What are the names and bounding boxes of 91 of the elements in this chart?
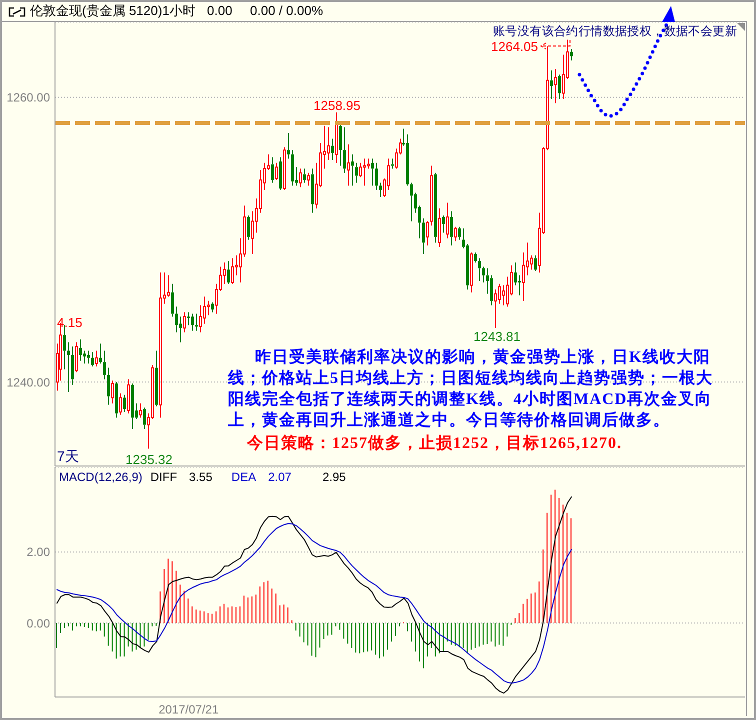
candlestick	[458, 226, 461, 240]
candlestick	[131, 382, 134, 430]
candlestick	[83, 350, 86, 364]
candlestick	[271, 156, 274, 184]
candlestick	[159, 272, 162, 418]
candlestick	[422, 218, 425, 254]
annotation: 今日策略：1257做多，止损1252，目标1265,1270.	[247, 435, 622, 452]
candlestick	[550, 70, 553, 100]
candlestick	[522, 252, 525, 302]
candlestick	[99, 343, 102, 364]
candlestick	[291, 150, 294, 186]
candlestick	[347, 144, 350, 186]
candlestick	[327, 126, 330, 161]
candlestick	[191, 313, 194, 332]
annotation: 昨日受美联储利率决议的影响，黄金强势上涨，日K线收大阳线；价格站上5日均线上方；日图短线均线向上趋势强势；一根大阳线完全包括了连续两天的调整K线。4小时图MACD再次金叉向上，黄金再回升上涨通道之中。今日等待价格回调后做多。	[228, 347, 714, 431]
candlestick	[127, 378, 130, 414]
candlestick	[494, 289, 497, 328]
candlestick	[143, 407, 146, 430]
candlestick	[430, 165, 433, 226]
candlestick	[554, 68, 557, 104]
candlestick	[123, 394, 126, 412]
text: DEA	[231, 470, 256, 484]
candlestick	[187, 312, 190, 326]
candlestick	[91, 352, 94, 367]
candlestick	[311, 168, 314, 214]
candlestick	[303, 168, 306, 184]
candlestick	[570, 48, 573, 61]
annotation: 2.07	[268, 470, 292, 484]
y-tick-label: 1260.00	[6, 90, 50, 105]
candlestick	[355, 162, 358, 184]
chart-title: MACD(12,26,9)	[59, 470, 142, 484]
candlestick	[115, 382, 118, 418]
candlestick	[179, 316, 182, 343]
candlestick	[111, 380, 114, 404]
candlestick	[406, 134, 409, 186]
candlestick	[379, 182, 382, 198]
candlestick	[79, 338, 82, 362]
candlestick	[343, 126, 346, 174]
annotation: 1264.05	[490, 39, 538, 54]
candlestick	[518, 274, 521, 296]
candlestick	[351, 154, 354, 186]
candlestick	[442, 215, 445, 234]
candlestick	[375, 162, 378, 190]
annotation: 7天	[57, 448, 79, 464]
candlestick	[279, 156, 282, 190]
candlestick	[67, 342, 70, 392]
candlestick	[466, 244, 469, 290]
text: 0.00	[207, 3, 232, 18]
annotation: 账号没有该合约行情数据授权，数据不会更新	[493, 24, 737, 39]
candlestick	[438, 208, 441, 248]
candlestick	[331, 138, 334, 161]
candlestick	[450, 210, 453, 246]
candlestick	[171, 283, 174, 318]
candlestick	[534, 254, 537, 272]
candlestick	[287, 132, 290, 160]
candlestick	[95, 350, 98, 367]
candlestick	[474, 252, 477, 263]
candlestick	[175, 306, 178, 333]
candlestick	[490, 274, 493, 306]
candlestick	[211, 302, 214, 313]
text: DIFF	[150, 470, 178, 484]
candlestick	[434, 172, 437, 244]
candlestick	[371, 158, 374, 186]
candlestick	[446, 202, 449, 239]
y-tick-label: 1240.00	[6, 375, 50, 390]
candlestick	[195, 313, 198, 332]
y-tick-label: 2.00	[26, 545, 50, 560]
y-tick-label: 0.00	[26, 616, 50, 630]
candlestick	[558, 74, 561, 100]
chart-title: 伦敦金现(贵金属 5120)1小时	[30, 3, 196, 18]
candlestick	[227, 260, 230, 284]
annotation: 1258.95	[312, 98, 362, 113]
candlestick	[87, 350, 90, 364]
annotation: 2.95	[322, 470, 346, 484]
candlestick	[251, 210, 254, 254]
candlestick	[71, 346, 74, 386]
x-tick-label: 2017/07/21	[158, 702, 219, 717]
candlestick	[103, 350, 106, 380]
candlestick	[247, 215, 250, 240]
candlestick	[363, 158, 366, 186]
annotation: 1243.81	[472, 329, 522, 344]
candlestick	[562, 54, 565, 100]
annotation: 4.15	[57, 315, 82, 330]
candlestick	[107, 367, 110, 406]
candlestick	[478, 258, 481, 282]
annotation: 1235.32	[124, 452, 174, 467]
text: 0.00 / 0.00%	[250, 3, 323, 18]
line-series	[56, 523, 572, 684]
line-series	[56, 496, 572, 694]
candlestick	[514, 262, 517, 286]
annotation: 3.55	[189, 470, 212, 484]
